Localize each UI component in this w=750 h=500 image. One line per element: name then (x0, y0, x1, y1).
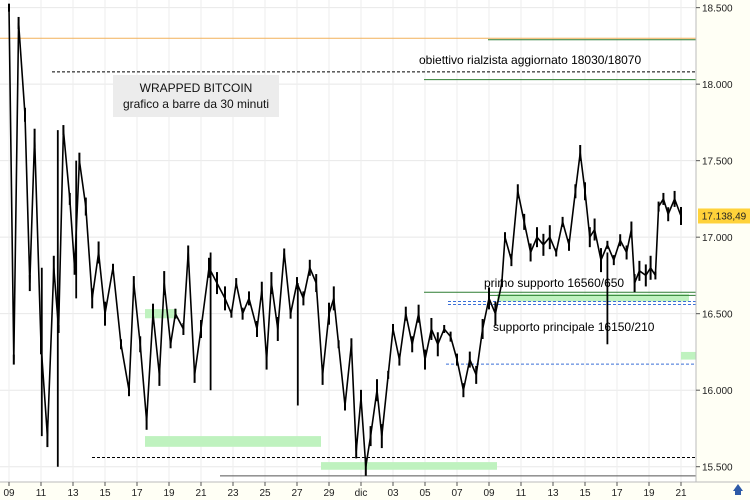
x-tick-label-3: 15 (99, 488, 111, 499)
level-lines (0, 37, 696, 477)
chart-title-box: WRAPPED BITCOIN grafico a barre da 30 mi… (113, 75, 279, 117)
chart-title: WRAPPED BITCOIN (140, 81, 253, 95)
y-tick-label-6: 18.500 (702, 4, 733, 15)
scroll-arrow-stem[interactable] (735, 491, 741, 495)
x-tick-label-8: 25 (259, 488, 271, 499)
title-box-bg (113, 75, 279, 117)
annotation-target: obiettivo rialzista aggiornato 18030/180… (419, 53, 641, 67)
x-tick-label-9: 27 (291, 488, 303, 499)
support-zone-2 (321, 462, 497, 470)
y-tick-label-3: 17.000 (702, 233, 733, 244)
x-tick-label-14: 07 (451, 488, 463, 499)
x-tick-label-4: 17 (131, 488, 143, 499)
y-tick-label-5: 18.000 (702, 80, 733, 91)
x-tick-label-18: 15 (579, 488, 591, 499)
chart-subtitle: grafico a barre da 30 minuti (123, 97, 269, 111)
y-axis-ticks: 15.500 16.000 16.500 17.000 17.500 18.000 18.5… (696, 4, 733, 474)
x-tick-label-7: 23 (227, 488, 239, 499)
x-tick-label-2: 13 (67, 488, 79, 499)
x-tick-label-13: 05 (419, 488, 431, 499)
x-tick-label-0: 09 (3, 488, 15, 499)
x-tick-label-6: 21 (195, 488, 207, 499)
support-zone-3 (497, 293, 689, 302)
y-tick-label-0: 15.500 (702, 463, 733, 474)
x-tick-label-20: 19 (643, 488, 655, 499)
x-tick-label-17: 13 (547, 488, 559, 499)
x-tick-label-10: 29 (323, 488, 335, 499)
y-tick-label-2: 16.500 (702, 310, 733, 321)
support-zone-0 (145, 309, 177, 319)
x-tick-label-11: dic (355, 488, 368, 499)
x-tick-label-5: 19 (163, 488, 175, 499)
x-tick-label-21: 21 (675, 488, 687, 499)
x-tick-label-16: 11 (516, 488, 527, 499)
annotation-first-support: primo supporto 16560/650 (484, 276, 624, 290)
support-zone-1 (145, 436, 321, 447)
y-tick-label-4: 17.500 (702, 157, 733, 168)
scroll-arrow-icon[interactable] (733, 484, 743, 495)
price-series (8, 3, 682, 476)
x-tick-label-1: 11 (36, 488, 47, 499)
x-tick-label-12: 03 (387, 488, 399, 499)
x-axis-ticks: 09 11 13 15 17 19 21 23 25 27 29 dic 03 05 07 09 11 13 15 1… (3, 482, 687, 499)
y-axis-panel (696, 0, 750, 482)
scroll-arrow-shape[interactable] (733, 484, 743, 491)
last-price-badge: 17.138,49 (698, 208, 750, 224)
x-tick-label-15: 09 (483, 488, 495, 499)
annotation-main-support: supporto principale 16150/210 (493, 320, 655, 334)
last-price-bg (698, 208, 750, 224)
x-tick-label-19: 17 (611, 488, 623, 499)
x-axis-panel (0, 482, 750, 500)
y-tick-label-1: 16.000 (702, 386, 733, 397)
last-price-label: 17.138,49 (702, 211, 747, 222)
